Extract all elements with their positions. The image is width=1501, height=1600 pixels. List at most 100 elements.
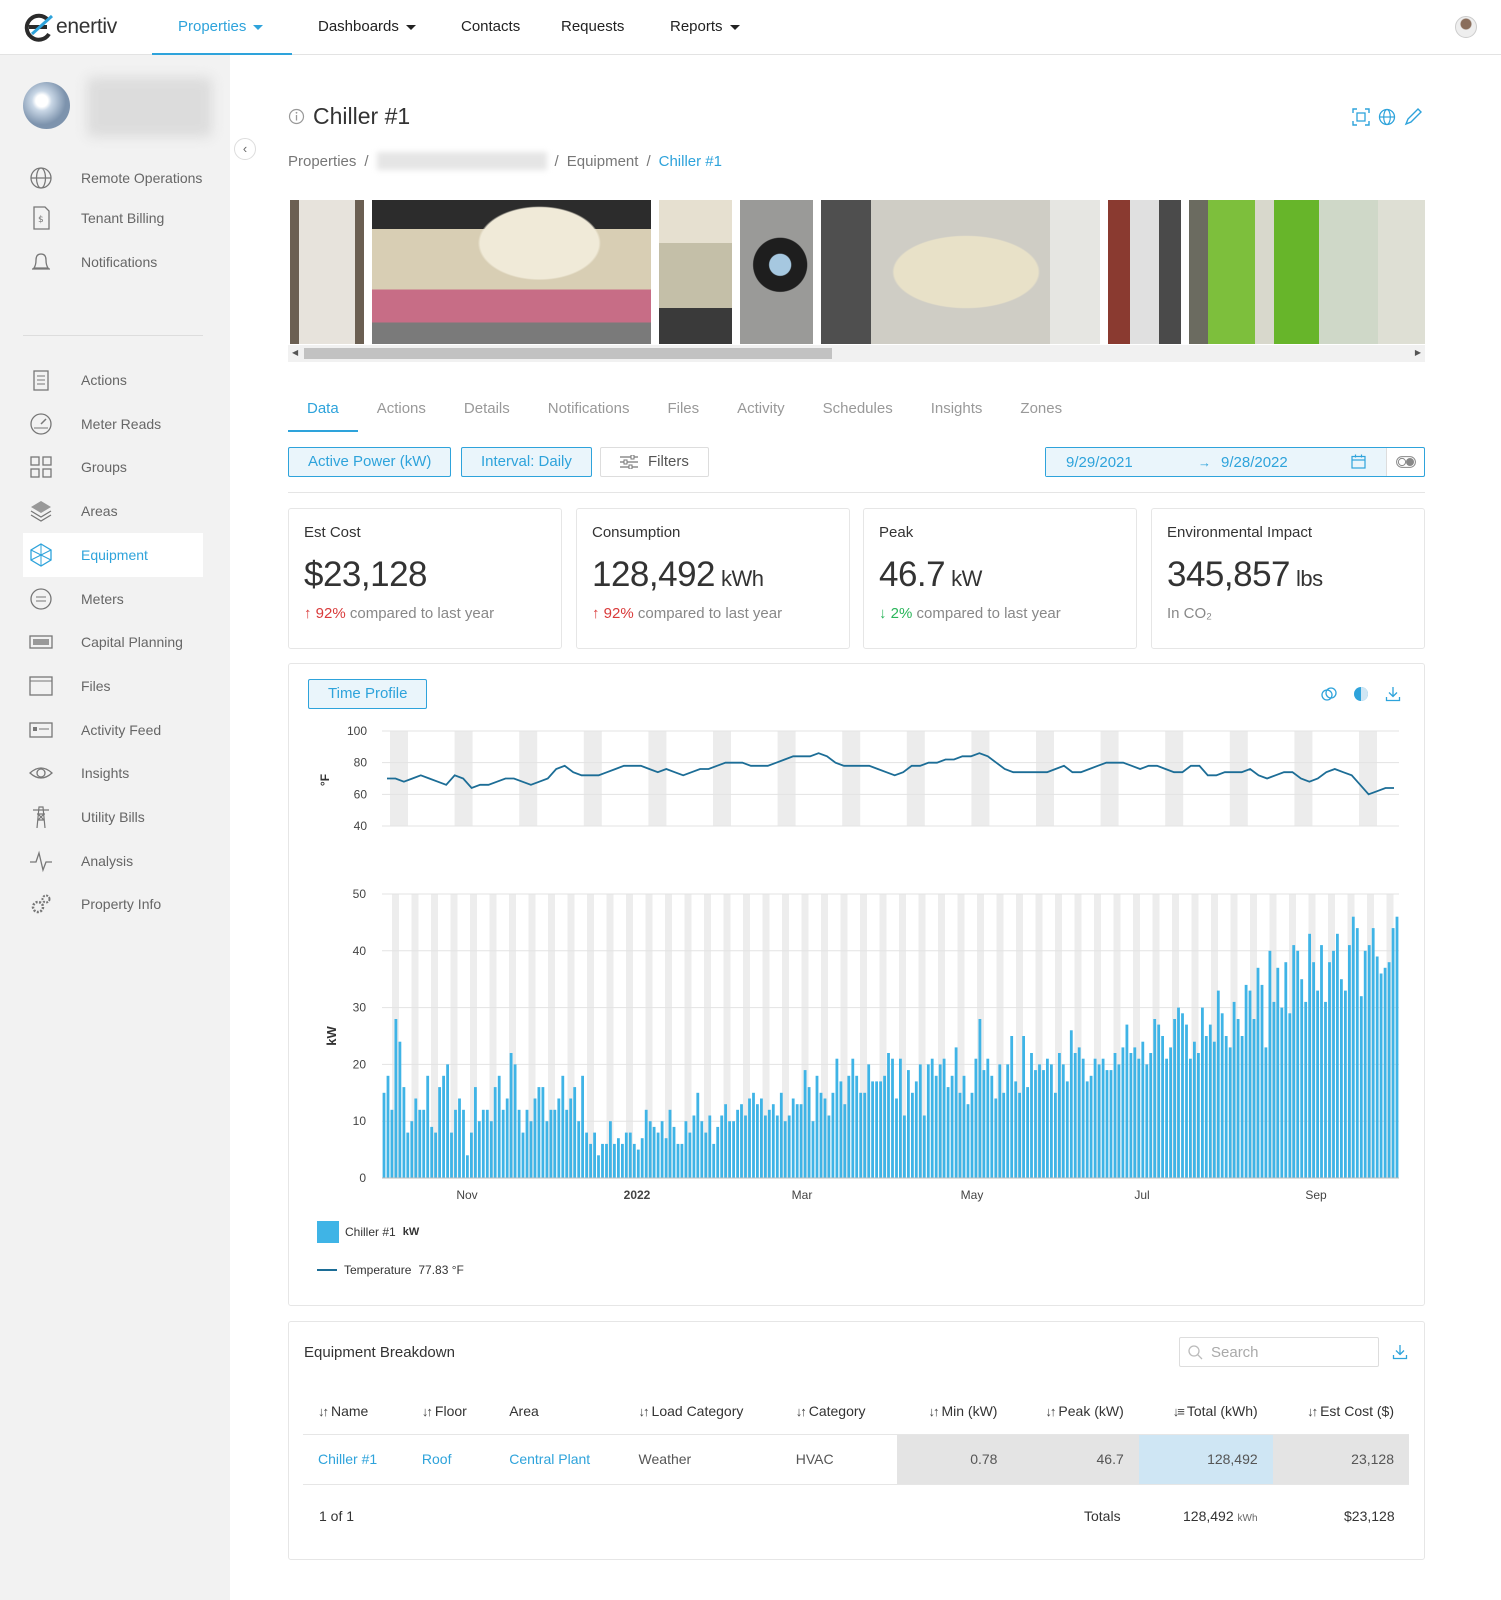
weekend-band	[1211, 894, 1218, 1178]
tab-details[interactable]: Details	[463, 400, 510, 417]
property-avatar[interactable]	[23, 82, 70, 129]
equipment-photo[interactable]	[290, 200, 364, 344]
nav-properties[interactable]: Properties	[152, 0, 292, 55]
breadcrumb-equipment[interactable]: Equipment	[566, 152, 639, 170]
compare-overlay-icon[interactable]	[1321, 686, 1337, 702]
sidebar-item-groups[interactable]: Groups	[23, 445, 203, 489]
interval-select[interactable]: Interval: Daily	[461, 447, 592, 477]
sidebar-item-files[interactable]: Files	[23, 664, 203, 708]
bar	[656, 1132, 660, 1178]
bar	[402, 1087, 406, 1178]
nav-reports[interactable]: Reports	[670, 0, 740, 55]
download-icon[interactable]	[1392, 1344, 1408, 1360]
col-est-cost[interactable]: ↓↑ Est Cost ($)	[1272, 1389, 1409, 1435]
tab-insights[interactable]: Insights	[930, 400, 983, 417]
weekend-band	[450, 894, 458, 1178]
sidebar-item-tenant-billing[interactable]: $ Tenant Billing	[23, 196, 203, 240]
tab-files[interactable]: Files	[667, 400, 700, 417]
date-to[interactable]: 9/28/2022	[1221, 453, 1288, 471]
scrollbar-thumb[interactable]	[304, 348, 832, 359]
enertiv-logo[interactable]: enertiv	[22, 12, 117, 42]
tab-actions[interactable]: Actions	[376, 400, 426, 417]
sidebar-item-meter-reads[interactable]: Meter Reads	[23, 402, 203, 446]
col-name[interactable]: ↓↑ Name	[303, 1389, 407, 1435]
legend-item-chiller[interactable]: Chiller #1 kW	[317, 1221, 419, 1243]
filters-button[interactable]: Filters	[600, 447, 709, 477]
sidebar-item-meters[interactable]: Meters	[23, 577, 203, 621]
bar	[454, 1109, 457, 1178]
col-total[interactable]: ↓≡ Total (kWh)	[1138, 1389, 1273, 1435]
weekend-band	[1094, 894, 1101, 1178]
sidebar-item-remote-operations[interactable]: Remote Operations	[23, 156, 203, 200]
sidebar-item-property-info[interactable]: Property Info	[23, 882, 203, 926]
breadcrumb-property-redacted[interactable]	[376, 152, 547, 170]
user-avatar[interactable]	[1455, 16, 1477, 38]
cell-name[interactable]: Chiller #1	[303, 1434, 407, 1485]
equipment-photo[interactable]	[740, 200, 813, 344]
metric-select[interactable]: Active Power (kW)	[288, 447, 452, 477]
bar	[1010, 1036, 1014, 1178]
tab-data[interactable]: Data	[288, 390, 358, 432]
bar	[462, 1109, 465, 1178]
photo-gallery	[290, 200, 1425, 344]
cell-min: 0.78	[897, 1434, 1013, 1485]
sidebar-item-notifications[interactable]: Notifications	[23, 240, 203, 284]
equipment-photo[interactable]	[821, 200, 1100, 344]
stat-value: 128,492 kWh	[592, 555, 764, 594]
globe-icon[interactable]	[1378, 108, 1396, 126]
bar	[863, 1092, 867, 1178]
scroll-right-icon[interactable]: ▶	[1414, 348, 1421, 357]
sidebar-item-capital-planning[interactable]: Capital Planning	[23, 620, 203, 664]
col-peak[interactable]: ↓↑ Peak (kW)	[1012, 1389, 1139, 1435]
tab-activity[interactable]: Activity	[737, 400, 785, 417]
col-load-category[interactable]: ↓↑ Load Category	[623, 1389, 781, 1435]
bar	[922, 1115, 926, 1178]
edit-pencil-icon[interactable]	[1404, 108, 1422, 126]
bar	[390, 1109, 394, 1178]
equipment-photo[interactable]	[1189, 200, 1425, 344]
legend-item-temperature[interactable]: Temperature 77.83 °F	[317, 1263, 464, 1277]
stat-title: Est Cost	[304, 524, 361, 541]
sidebar-item-insights[interactable]: Insights	[23, 751, 203, 795]
equipment-photo[interactable]	[372, 200, 651, 344]
time-profile-button[interactable]: Time Profile	[308, 679, 428, 709]
breadcrumb-properties[interactable]: Properties	[288, 152, 357, 170]
cell-area[interactable]: Central Plant	[494, 1434, 624, 1485]
bar	[1141, 1041, 1145, 1178]
weekend-band	[606, 894, 614, 1178]
bar	[668, 1109, 672, 1178]
breakdown-search-input[interactable]: Search	[1179, 1337, 1379, 1367]
date-range-picker[interactable]: 9/29/2021 → 9/28/2022	[1045, 447, 1425, 477]
nav-requests[interactable]: Requests	[561, 18, 625, 35]
weekend-band	[860, 894, 867, 1178]
col-min[interactable]: ↓↑ Min (kW)	[897, 1389, 1013, 1435]
calendar-icon[interactable]	[1351, 454, 1366, 469]
equipment-photo[interactable]	[1108, 200, 1181, 344]
tab-zones[interactable]: Zones	[1020, 400, 1063, 417]
sidebar-item-activity-feed[interactable]: Activity Feed	[23, 708, 203, 752]
sidebar-item-utility-bills[interactable]: Utility Bills	[23, 795, 203, 839]
equipment-photo[interactable]	[659, 200, 732, 344]
sidebar-item-areas[interactable]: Areas	[23, 489, 203, 533]
col-category[interactable]: ↓↑ Category	[780, 1389, 898, 1435]
cell-floor[interactable]: Roof	[406, 1434, 495, 1485]
tab-schedules[interactable]: Schedules	[822, 400, 893, 417]
col-floor[interactable]: ↓↑ Floor	[406, 1389, 495, 1435]
info-icon[interactable]	[288, 108, 305, 125]
tab-notifications[interactable]: Notifications	[547, 400, 630, 417]
bar	[1272, 1001, 1276, 1178]
date-from[interactable]: 9/29/2021	[1066, 453, 1133, 471]
download-icon[interactable]	[1385, 686, 1401, 702]
sidebar-item-actions[interactable]: Actions	[23, 358, 203, 402]
nav-contacts[interactable]: Contacts	[461, 18, 521, 35]
qr-scan-icon[interactable]	[1352, 108, 1370, 126]
sidebar-item-analysis[interactable]: Analysis	[23, 839, 203, 883]
compare-toggle[interactable]	[1386, 448, 1424, 476]
weather-icon[interactable]	[1353, 686, 1369, 702]
gallery-scrollbar[interactable]: ◀ ▶	[288, 345, 1425, 362]
sidebar-item-equipment[interactable]: Equipment	[23, 532, 203, 577]
nav-dashboards[interactable]: Dashboards	[318, 0, 416, 55]
collapse-sidebar-button[interactable]: ‹	[234, 138, 256, 160]
scroll-left-icon[interactable]: ◀	[292, 348, 299, 357]
